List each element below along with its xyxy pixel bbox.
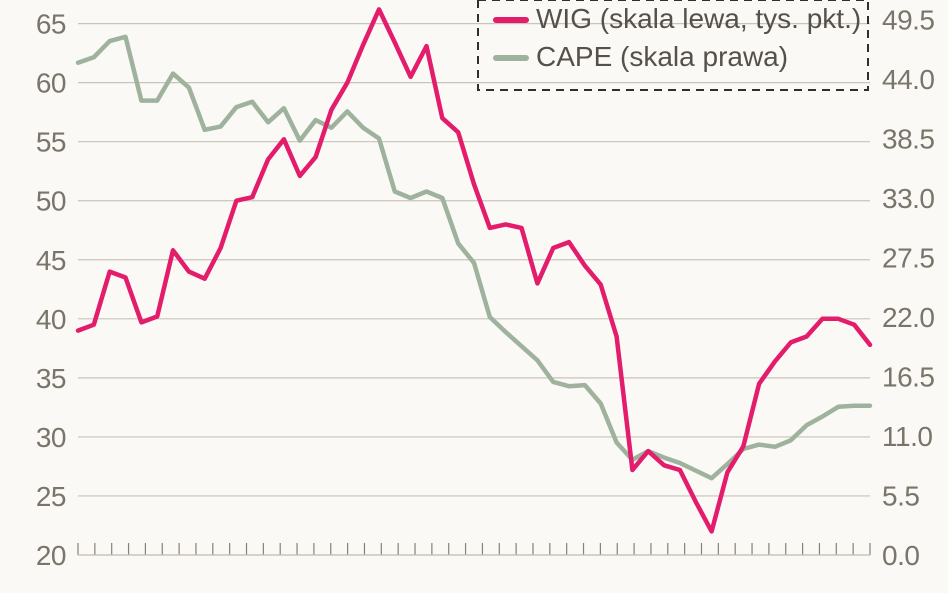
legend-label: CAPE (skala prawa) xyxy=(536,41,788,72)
y-left-tick-label: 30 xyxy=(36,422,66,453)
y-right-tick-label: 5.5 xyxy=(882,480,919,511)
y-left-tick-label: 20 xyxy=(36,540,66,571)
y-left-tick-label: 65 xyxy=(36,9,66,40)
dual-axis-line-chart: { "chart": { "type": "line-dual-axis", "… xyxy=(0,0,948,593)
y-left-tick-label: 45 xyxy=(36,245,66,276)
y-left-tick-label: 55 xyxy=(36,127,66,158)
y-right-tick-label: 49.5 xyxy=(882,4,935,35)
y-left-tick-label: 50 xyxy=(36,186,66,217)
y-right-tick-label: 16.5 xyxy=(882,361,935,392)
legend-label: WIG (skala lewa, tys. pkt.) xyxy=(536,3,861,34)
chart-background xyxy=(0,0,948,593)
y-right-tick-label: 22.0 xyxy=(882,302,935,333)
y-right-tick-label: 33.0 xyxy=(882,183,935,214)
y-left-tick-label: 40 xyxy=(36,304,66,335)
chart-svg: 20 25 30 35 40 45 50 55 60 65 0.0 5.5 11.0 16.5 22.0 27… xyxy=(0,0,948,593)
y-right-tick-label: 0.0 xyxy=(882,540,919,571)
y-left-tick-label: 60 xyxy=(36,68,66,99)
y-right-tick-label: 27.5 xyxy=(882,242,935,273)
y-left-tick-label: 35 xyxy=(36,363,66,394)
y-left-tick-label: 25 xyxy=(36,481,66,512)
y-right-tick-label: 44.0 xyxy=(882,64,935,95)
y-right-tick-label: 11.0 xyxy=(882,421,932,452)
y-right-tick-label: 38.5 xyxy=(882,123,935,154)
